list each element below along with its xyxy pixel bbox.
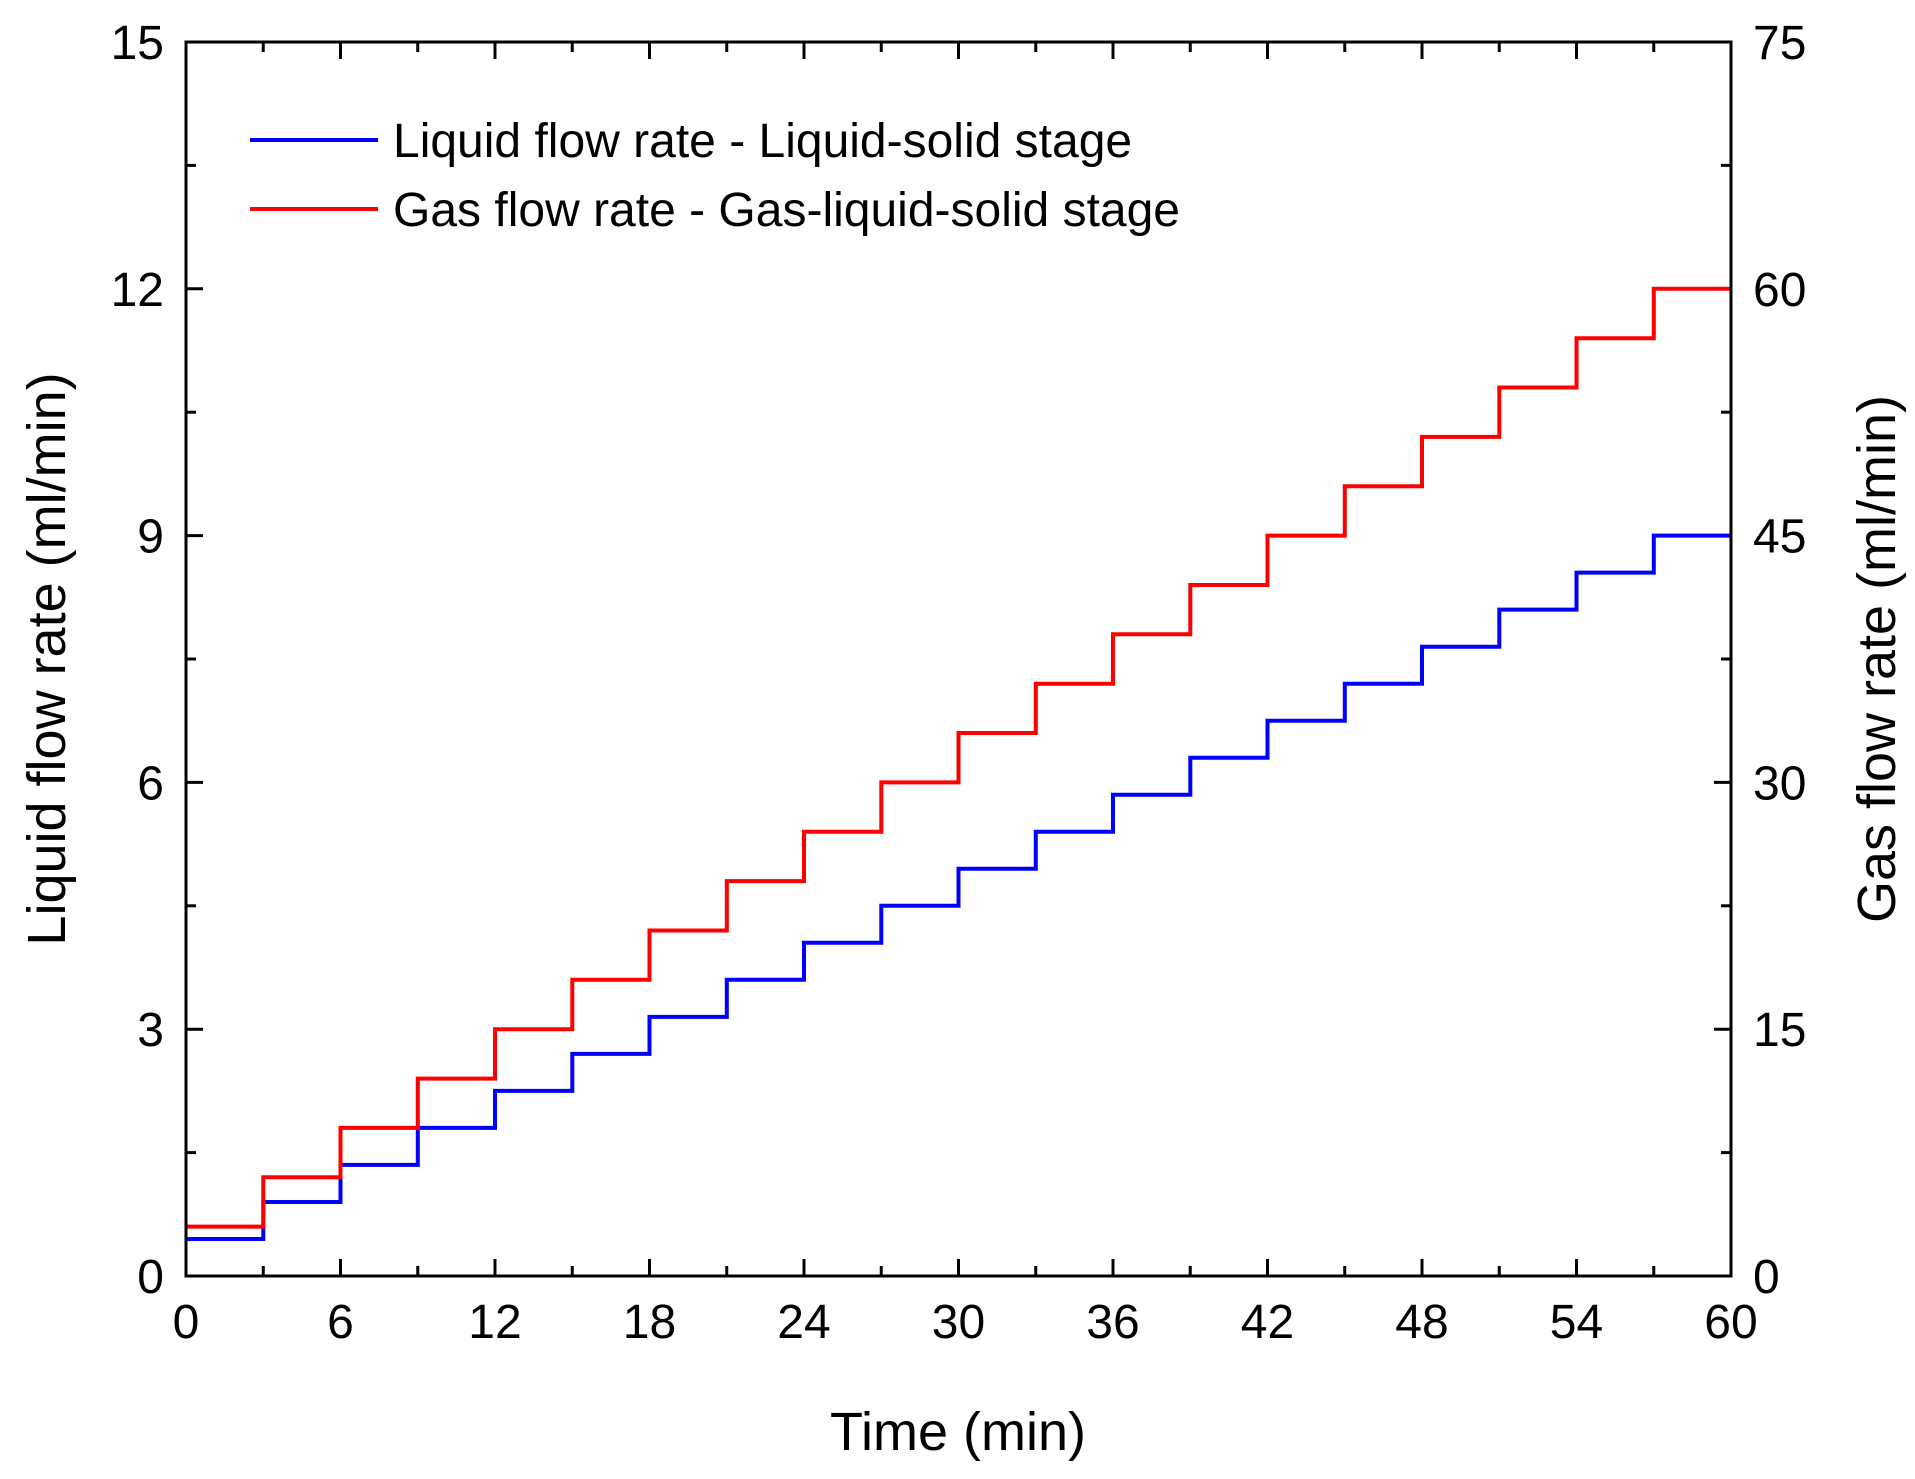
legend: Liquid flow rate - Liquid-solid stage Ga… — [250, 115, 1180, 237]
y-right-tick-label: 75 — [1753, 17, 1806, 70]
x-tick-label: 0 — [173, 1296, 200, 1349]
y-right-tick-label: 45 — [1753, 511, 1806, 564]
y-left-tick-label: 6 — [137, 757, 164, 810]
y-left-tick-label: 0 — [137, 1251, 164, 1304]
y-left-tick-label: 9 — [137, 511, 164, 564]
plot-frame — [184, 40, 1733, 1278]
x-tick-label: 54 — [1550, 1296, 1603, 1349]
y-right-tick-label: 30 — [1753, 757, 1806, 810]
x-tick-label: 6 — [327, 1296, 354, 1349]
y-left-tick-label: 12 — [111, 264, 164, 317]
right-y-axis-title: Gas flow rate (ml/min) — [1847, 395, 1907, 923]
left-y-axis-title: Liquid flow rate (ml/min) — [17, 372, 77, 945]
legend-label-liquid: Liquid flow rate - Liquid-solid stage — [393, 115, 1132, 168]
x-tick-label: 24 — [777, 1296, 830, 1349]
y-right-tick-label: 60 — [1753, 264, 1806, 317]
gas-flow-series-line — [186, 286, 1731, 1229]
y-left-tick-label: 15 — [111, 17, 164, 70]
y-right-tick-label: 15 — [1753, 1004, 1806, 1057]
x-tick-label: 48 — [1395, 1296, 1448, 1349]
series-layer — [186, 286, 1731, 1241]
x-tick-label: 36 — [1086, 1296, 1139, 1349]
x-tick-label: 60 — [1704, 1296, 1757, 1349]
x-tick-label: 18 — [623, 1296, 676, 1349]
y-right-tick-label: 0 — [1753, 1251, 1780, 1304]
legend-label-gas: Gas flow rate - Gas-liquid-solid stage — [393, 184, 1180, 237]
x-tick-label: 12 — [468, 1296, 521, 1349]
minor-ticks — [186, 42, 1731, 1276]
x-tick-label: 42 — [1241, 1296, 1294, 1349]
y-left-tick-label: 3 — [137, 1004, 164, 1057]
x-tick-label: 30 — [932, 1296, 985, 1349]
liquid-flow-series-line — [186, 533, 1731, 1241]
x-axis-title: Time (min) — [830, 1402, 1086, 1462]
